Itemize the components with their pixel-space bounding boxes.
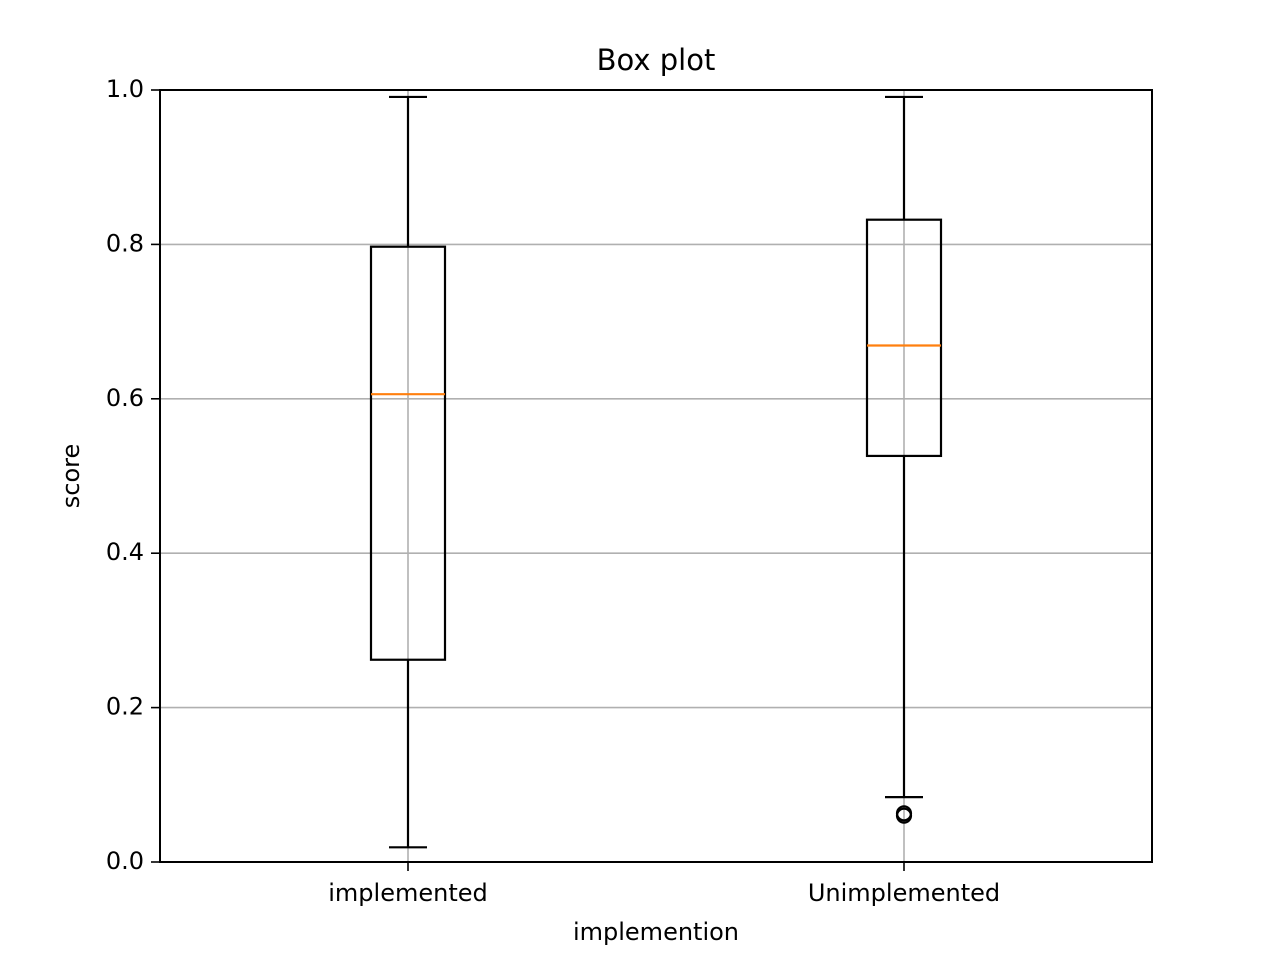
x-tick-label: implemented — [328, 879, 487, 907]
x-axis-label: implemention — [573, 918, 739, 946]
plot-frame — [159, 89, 1153, 863]
y-tick-label: 0.4 — [106, 538, 144, 566]
y-tick-label: 0.0 — [106, 847, 144, 875]
y-tick-label: 0.6 — [106, 384, 144, 412]
box-layer — [369, 95, 943, 849]
y-tick-label: 0.8 — [106, 229, 144, 257]
y-axis-label: score — [57, 444, 85, 509]
grid-layer — [160, 89, 1152, 863]
chart-title: Box plot — [597, 43, 716, 77]
iqr-box — [369, 245, 447, 661]
y-tick-label: 1.0 — [106, 75, 144, 103]
x-tick-label: Unimplemented — [808, 879, 1000, 907]
iqr-box — [865, 218, 943, 458]
y-tick-label: 0.2 — [106, 693, 144, 721]
outlier-point — [895, 805, 913, 822]
tick-layer: 0.0 0.2 0.4 0.6 0.8 1.0 implemented Unimplement… — [106, 75, 1000, 907]
